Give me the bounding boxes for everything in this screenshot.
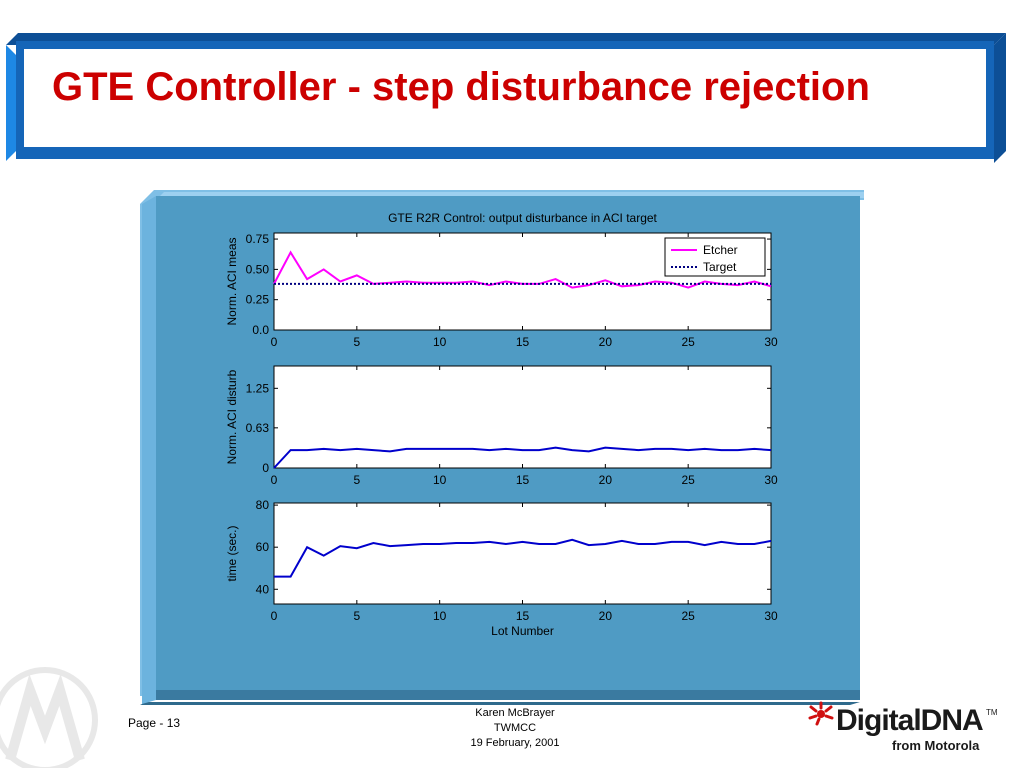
x-tick-label: 5: [353, 609, 360, 623]
page-number: Page - 13: [128, 716, 181, 730]
x-tick-label: 15: [516, 473, 530, 487]
x-tick-label: 10: [433, 473, 447, 487]
x-tick-label: 0: [271, 473, 278, 487]
x-axis-label: Lot Number: [491, 624, 554, 638]
logo-tagline: from Motorola: [892, 738, 980, 753]
y-tick-label: 80: [256, 498, 270, 512]
y-tick-label: 0: [262, 461, 269, 475]
y-axis-label: Norm. ACI disturb: [225, 369, 239, 464]
y-tick-label: 0.75: [246, 232, 270, 246]
x-tick-label: 30: [764, 335, 778, 349]
x-tick-label: 20: [599, 609, 613, 623]
x-tick-label: 5: [353, 473, 360, 487]
plot-area-2: [273, 502, 772, 605]
footer-author: Karen McBrayer: [475, 707, 555, 719]
x-tick-label: 25: [681, 609, 695, 623]
y-tick-label: 0.50: [246, 262, 270, 276]
digitaldna-logo: DigitalDNA TM from Motorola: [800, 700, 1000, 760]
x-tick-label: 0: [271, 335, 278, 349]
footer-org: TWMCC: [493, 722, 537, 734]
y-tick-label: 0.63: [246, 421, 270, 435]
x-tick-label: 5: [353, 335, 360, 349]
y-tick-label: 0.0: [252, 323, 269, 337]
x-tick-label: 25: [681, 473, 695, 487]
x-tick-label: 20: [599, 335, 613, 349]
footer-date: 19 February, 2001: [470, 737, 560, 749]
page-title: GTE Controller - step disturbance reject…: [52, 65, 870, 109]
chart-figure: GTE R2R Control: output disturbance in A…: [140, 190, 864, 705]
x-tick-label: 20: [599, 473, 613, 487]
logo-wordmark: DigitalDNA: [836, 704, 984, 737]
x-tick-label: 30: [764, 609, 778, 623]
dna-burst-icon: [808, 701, 834, 726]
legend-box: [664, 237, 766, 277]
x-tick-label: 25: [681, 335, 695, 349]
legend-label: Target: [703, 260, 737, 274]
motorola-watermark-icon: [0, 667, 98, 768]
x-tick-label: 30: [764, 473, 778, 487]
x-tick-label: 0: [271, 609, 278, 623]
legend-label: Etcher: [703, 243, 738, 257]
chart-title: GTE R2R Control: output disturbance in A…: [388, 211, 657, 225]
plots-group: GTE R2R Control: output disturbance in A…: [225, 211, 778, 638]
y-tick-label: 1.25: [246, 381, 270, 395]
series-line-main: [273, 446, 772, 469]
logo-trademark: TM: [986, 708, 998, 717]
footer-author-block: Karen McBrayer TWMCC 19 February, 2001: [440, 706, 590, 751]
series-line-main: [274, 538, 772, 578]
y-tick-label: 60: [256, 540, 270, 554]
y-axis-label: time (sec.): [225, 525, 239, 581]
x-tick-label: 10: [433, 335, 447, 349]
x-tick-label: 15: [516, 335, 530, 349]
y-axis-label: Norm. ACI meas: [225, 237, 239, 325]
banner-frame: [6, 33, 1006, 163]
y-tick-label: 40: [256, 582, 270, 596]
plot-area-1: [273, 365, 772, 469]
x-tick-label: 15: [516, 609, 530, 623]
y-tick-label: 0.25: [246, 293, 270, 307]
x-tick-label: 10: [433, 609, 447, 623]
title-banner: [6, 33, 1006, 163]
